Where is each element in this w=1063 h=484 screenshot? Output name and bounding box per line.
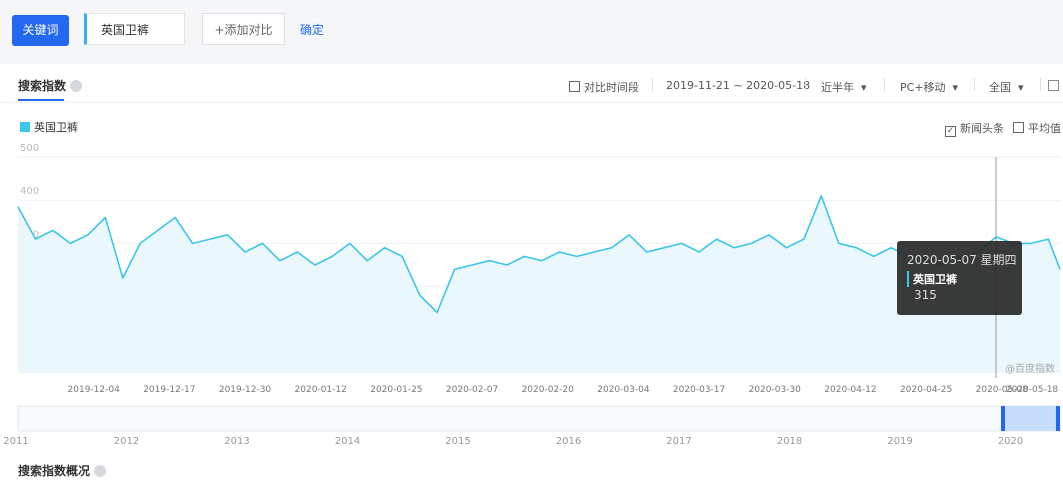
x-tick-label: 2020-05-08 <box>976 385 1029 395</box>
navigator-year: 2012 <box>114 436 139 447</box>
x-tick-label: 2020-03-04 <box>597 385 650 395</box>
tooltip-series: 英国卫裤 <box>907 271 957 287</box>
series-area <box>18 195 1060 373</box>
navigator-year: 2013 <box>224 436 249 447</box>
section-title: 搜索指数概况 <box>18 462 107 479</box>
legend-label: 英国卫裤 <box>34 121 78 134</box>
navigator <box>17 405 1061 432</box>
news-toggle[interactable]: ✓ 新闻头条 <box>945 120 1004 137</box>
divider <box>0 102 1063 103</box>
watermark: @百度指数 <box>1005 364 1055 375</box>
tab-title: 搜索指数 <box>18 79 67 93</box>
keyword-button[interactable]: 关键词 <box>12 15 69 46</box>
keyword-input[interactable]: 英国卫裤 <box>84 13 185 45</box>
legend[interactable]: 英国卫裤 <box>20 119 78 135</box>
navigator-year: 2011 <box>3 436 28 447</box>
checkbox[interactable]: ✓ <box>945 126 956 137</box>
y-tick-label: 500 <box>20 143 39 154</box>
checkbox[interactable] <box>569 81 580 92</box>
compare-period-label: 对比时间段 <box>584 81 639 94</box>
overview-title: 搜索指数概况 <box>18 464 91 478</box>
separator <box>805 78 806 91</box>
average-toggle[interactable]: 平均值 <box>1013 120 1061 136</box>
x-tick-label: 2020-02-20 <box>522 385 575 395</box>
navigator-year: 2015 <box>445 436 470 447</box>
x-tick-label: 2020-04-25 <box>900 385 952 395</box>
navigator-handle <box>1056 406 1060 431</box>
period-label: 近半年 <box>821 81 854 94</box>
navigator-handle <box>1001 406 1005 431</box>
y-tick-label: 400 <box>20 186 39 197</box>
help-icon[interactable] <box>94 465 107 477</box>
checkbox[interactable] <box>1013 122 1024 133</box>
x-tick-label: 2019-12-04 <box>68 385 121 395</box>
x-tick-label: 2020-01-25 <box>370 385 422 395</box>
region-select[interactable]: 全国 ▾ <box>989 81 1024 94</box>
tab[interactable]: 搜索指数 <box>18 77 83 94</box>
help-icon[interactable] <box>70 80 83 92</box>
device-label: PC+移动 <box>900 81 946 94</box>
export-icon[interactable] <box>1048 80 1059 91</box>
x-tick-label: 2020-01-12 <box>295 385 347 395</box>
device-select[interactable]: PC+移动 ▾ <box>900 81 959 94</box>
separator <box>974 78 975 91</box>
tooltip: 2020-05-07 星期四 英国卫裤 315 <box>897 241 1022 315</box>
add-compare-button[interactable]: +添加对比 <box>202 13 285 45</box>
navigator-year: 2020 <box>998 436 1023 447</box>
separator <box>884 78 885 91</box>
legend-swatch <box>20 122 30 132</box>
date-range[interactable]: 2019-11-21 ~ 2020-05-18 <box>666 79 811 92</box>
period-select[interactable]: 近半年 ▾ <box>821 81 867 94</box>
navigator-year: 2019 <box>887 436 912 447</box>
tab-underline <box>18 99 64 101</box>
region-label: 全国 <box>989 81 1011 94</box>
compare-period[interactable]: 对比时间段 <box>569 79 639 95</box>
tooltip-title: 2020-05-07 星期四 <box>907 253 1017 267</box>
tooltip-value: 315 <box>914 288 937 302</box>
x-tick-label: 2019-12-30 <box>219 385 272 395</box>
x-tick-label: 2020-03-17 <box>673 385 725 395</box>
x-tick-label: 2020-02-07 <box>446 385 498 395</box>
x-tick-label: 2020-04-12 <box>824 385 876 395</box>
average-label: 平均值 <box>1028 122 1061 135</box>
x-tick-label: 2020-03-30 <box>749 385 802 395</box>
separator <box>1040 78 1041 91</box>
x-tick-label: 2020-05-18 <box>1006 385 1059 395</box>
confirm-link[interactable]: 确定 <box>300 23 325 37</box>
separator <box>652 78 653 91</box>
navigator-year: 2017 <box>666 436 691 447</box>
navigator-year: 2016 <box>556 436 581 447</box>
navigator-year: 2014 <box>335 436 360 447</box>
news-label: 新闻头条 <box>960 122 1004 135</box>
navigator-year: 2018 <box>777 436 802 447</box>
series-line <box>17 195 1061 314</box>
navigator-selection <box>1003 406 1058 431</box>
x-tick-label: 2019-12-17 <box>143 385 195 395</box>
